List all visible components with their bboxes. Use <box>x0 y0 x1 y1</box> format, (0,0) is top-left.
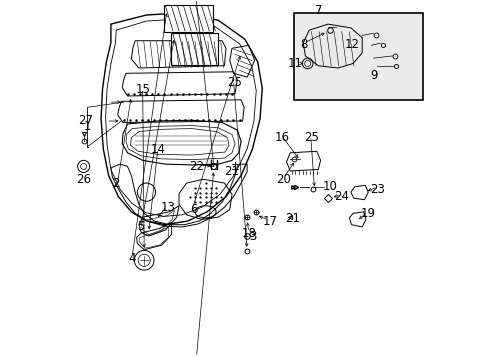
Text: 21: 21 <box>224 165 239 178</box>
Text: 21: 21 <box>285 212 300 225</box>
Text: 11: 11 <box>287 57 303 70</box>
Text: 6: 6 <box>189 203 197 216</box>
Text: 3: 3 <box>248 230 256 243</box>
Text: 25: 25 <box>304 131 318 144</box>
Text: 16: 16 <box>274 131 289 144</box>
Bar <box>171 33 218 65</box>
Text: 19: 19 <box>360 207 375 220</box>
Text: 26: 26 <box>76 173 91 186</box>
Text: 22: 22 <box>188 160 203 173</box>
Text: 15: 15 <box>135 84 150 96</box>
Text: 27: 27 <box>78 114 93 127</box>
Text: 14: 14 <box>150 143 165 156</box>
Text: 25: 25 <box>226 76 241 89</box>
Text: 13: 13 <box>160 201 175 214</box>
Text: 8: 8 <box>300 38 307 51</box>
Text: 1: 1 <box>83 120 91 133</box>
Bar <box>293 13 422 100</box>
Text: 9: 9 <box>369 69 377 82</box>
Text: 24: 24 <box>334 190 348 203</box>
Text: 2: 2 <box>112 176 120 190</box>
Text: 10: 10 <box>322 180 336 193</box>
Text: 17: 17 <box>262 215 277 228</box>
Text: 7: 7 <box>314 4 322 17</box>
Bar <box>163 5 213 32</box>
Text: 20: 20 <box>276 173 290 186</box>
Text: 18: 18 <box>242 227 256 240</box>
Text: 5: 5 <box>137 220 144 234</box>
Text: 23: 23 <box>369 183 384 195</box>
Text: 4: 4 <box>128 252 136 265</box>
Text: 12: 12 <box>344 38 359 51</box>
